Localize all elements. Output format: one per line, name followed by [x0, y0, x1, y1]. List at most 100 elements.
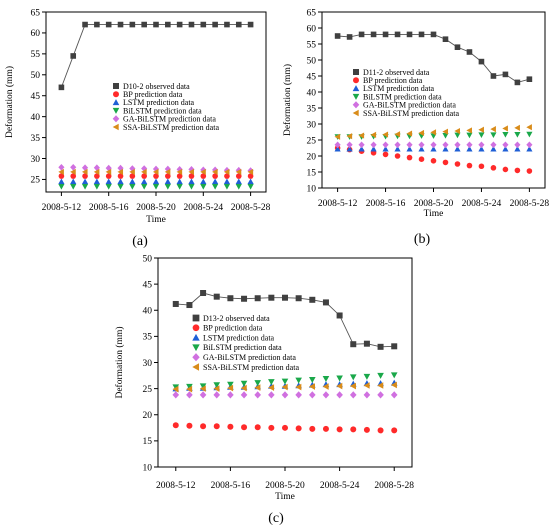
legend-label: LSTM prediction data	[203, 333, 275, 342]
data-point	[466, 162, 473, 169]
data-point	[430, 141, 437, 149]
legend-label: BiLSTM prediction data	[363, 92, 442, 101]
y-tick-label: 30	[143, 359, 153, 369]
data-point	[141, 168, 147, 175]
data-point	[129, 173, 136, 179]
legend-label: LSTM prediction data	[363, 84, 435, 93]
data-point	[394, 153, 401, 159]
y-tick-label: 25	[307, 136, 317, 146]
data-point	[213, 293, 220, 300]
data-point	[152, 165, 160, 173]
data-point	[117, 173, 124, 179]
data-point	[186, 302, 193, 309]
data-point	[526, 124, 532, 131]
data-point	[454, 132, 461, 139]
data-point	[430, 158, 437, 164]
data-point	[282, 294, 288, 301]
data-point	[200, 178, 207, 185]
data-point	[235, 21, 242, 28]
data-point	[418, 129, 425, 137]
data-point	[526, 168, 533, 174]
y-tick-label: 50	[307, 56, 317, 66]
legend-marker	[192, 363, 200, 371]
y-tick-label: 10	[143, 463, 153, 473]
data-point	[490, 73, 497, 79]
series-circle	[58, 173, 254, 179]
data-point	[466, 49, 473, 55]
data-point	[70, 168, 76, 175]
data-point	[377, 382, 384, 389]
data-point	[212, 178, 219, 185]
data-point	[254, 295, 261, 302]
x-tick-label: 2008-5-20	[265, 481, 305, 491]
data-point	[200, 184, 207, 190]
series-square	[58, 21, 254, 91]
x-tick-label: 2008-5-16	[211, 481, 251, 491]
data-point	[213, 423, 220, 430]
data-point	[224, 21, 230, 28]
data-point	[442, 145, 449, 152]
data-point	[105, 184, 112, 190]
data-point	[212, 21, 218, 28]
x-tick-label: 2008-5-24	[462, 199, 502, 209]
data-point	[240, 384, 247, 392]
data-point	[172, 391, 180, 399]
legend-label: BP prediction data	[203, 324, 263, 333]
legend-label: BP prediction data	[363, 76, 423, 85]
data-point	[247, 178, 254, 185]
data-point	[153, 173, 159, 179]
data-point	[240, 391, 248, 399]
data-point	[282, 424, 288, 431]
data-point	[254, 391, 261, 399]
y-tick-label: 55	[31, 50, 41, 60]
data-point	[227, 381, 234, 388]
data-point	[336, 391, 343, 399]
data-point	[200, 168, 206, 175]
data-point	[172, 385, 179, 393]
data-point	[58, 184, 65, 190]
data-point	[377, 427, 384, 434]
data-point	[363, 373, 371, 380]
x-tick-label: 2008-5-20	[136, 203, 176, 213]
data-point	[213, 391, 221, 399]
data-point	[346, 141, 353, 149]
data-point	[199, 385, 206, 392]
y-tick-label: 30	[307, 120, 317, 130]
legend-label: SSA-BiLSTM prediction data	[123, 123, 219, 132]
x-tick-label: 2008-5-12	[318, 199, 358, 209]
data-point	[526, 145, 533, 152]
data-point	[490, 141, 497, 149]
data-point	[363, 391, 371, 399]
legend-marker	[192, 344, 200, 352]
data-point	[141, 21, 147, 28]
data-point	[490, 145, 497, 152]
data-point	[526, 131, 533, 138]
data-point	[322, 299, 329, 306]
y-axis-title: Deformation (mm)	[114, 326, 125, 398]
data-point	[227, 391, 234, 399]
data-point	[117, 178, 124, 185]
data-point	[466, 127, 472, 134]
legend-marker	[113, 91, 119, 98]
y-tick-label: 65	[307, 8, 317, 18]
data-point	[454, 145, 461, 152]
data-point	[391, 427, 398, 434]
data-point	[188, 184, 195, 190]
x-tick-label: 2008-5-16	[89, 203, 129, 213]
y-tick-label: 35	[307, 104, 317, 114]
legend-label: GA-BiLSTM prediction data	[363, 101, 456, 110]
data-point	[350, 341, 357, 348]
data-point	[268, 294, 275, 301]
data-point	[81, 168, 88, 175]
series-triangle-down	[58, 184, 254, 190]
data-point	[188, 173, 195, 179]
data-point	[129, 184, 136, 190]
legend-marker	[192, 353, 200, 362]
data-point	[200, 173, 207, 179]
data-point	[141, 173, 147, 179]
data-point	[394, 141, 401, 149]
y-tick-label: 25	[143, 385, 153, 395]
data-point	[223, 178, 231, 185]
y-tick-label: 15	[307, 168, 317, 178]
